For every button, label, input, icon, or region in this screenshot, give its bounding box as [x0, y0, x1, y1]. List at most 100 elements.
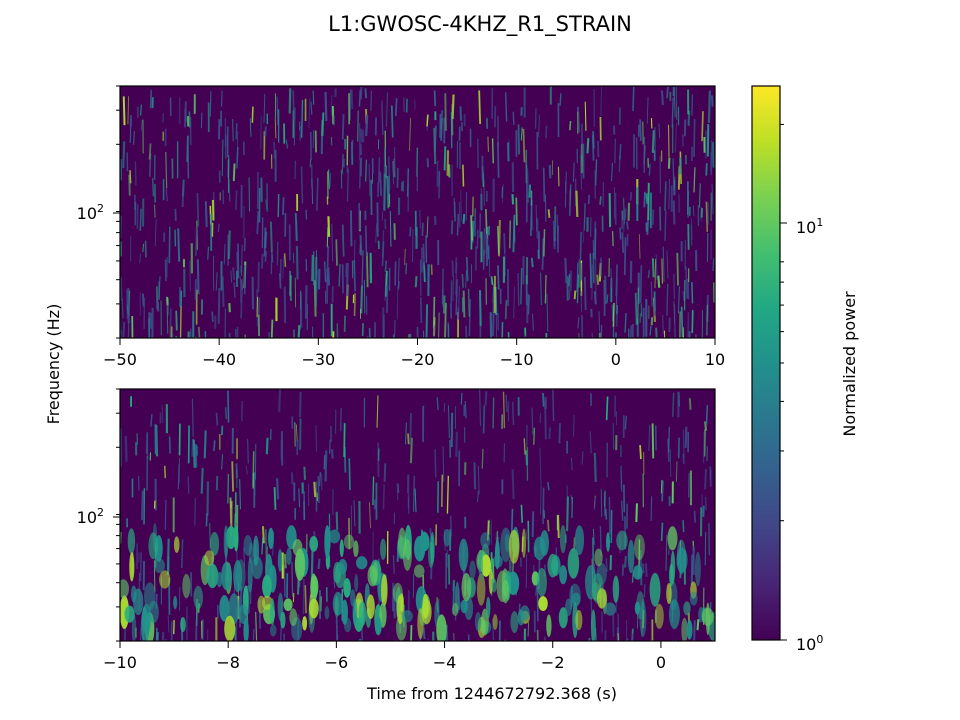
top-spectrogram-streak: [359, 128, 363, 143]
bottom-spectrogram-streak: [492, 397, 495, 429]
top-spectrogram-streak: [492, 300, 495, 337]
bottom-spectrogram-streak: [317, 558, 321, 570]
top-x-tick-label: −20: [401, 350, 435, 369]
bottom-spectrogram-blob: [670, 550, 676, 585]
bottom-spectrogram-blob: [283, 598, 293, 612]
top-spectrogram-streak: [166, 303, 169, 334]
top-spectrogram-streak: [646, 97, 649, 124]
bottom-spectrogram-blob: [148, 532, 159, 560]
bottom-spectrogram-streak: [604, 630, 607, 641]
top-spectrogram-streak: [666, 283, 669, 316]
top-spectrogram-streak: [121, 298, 124, 319]
bottom-spectrogram-streak: [661, 480, 664, 502]
top-spectrogram-streak: [677, 286, 680, 314]
bottom-spectrogram-streak: [213, 440, 216, 452]
bottom-spectrogram-blob: [353, 540, 359, 558]
top-spectrogram-streak: [705, 163, 708, 176]
top-spectrogram-streak: [181, 184, 185, 208]
bottom-spectrogram-streak: [324, 450, 328, 482]
bottom-spectrogram-streak: [283, 565, 286, 598]
top-spectrogram-streak: [688, 331, 691, 338]
bottom-spectrogram-blob: [338, 558, 348, 575]
top-spectrogram-streak: [195, 229, 198, 256]
top-spectrogram-streak: [426, 216, 429, 238]
top-spectrogram-streak: [281, 197, 285, 216]
bottom-spectrogram-streak: [221, 454, 224, 470]
top-spectrogram-streak: [323, 261, 327, 283]
top-spectrogram-streak: [497, 142, 500, 178]
bottom-spectrogram: [120, 389, 715, 641]
top-spectrogram-streak: [638, 234, 641, 259]
top-spectrogram-streak: [120, 215, 123, 239]
top-spectrogram-streak: [396, 286, 399, 320]
top-spectrogram-streak: [705, 201, 709, 232]
top-spectrogram-streak: [419, 297, 423, 324]
top-spectrogram-streak: [470, 215, 474, 241]
top-spectrogram-streak: [197, 326, 201, 338]
bottom-spectrogram-blob: [343, 578, 351, 598]
top-spectrogram-streak: [264, 126, 267, 136]
top-y-minor-ticks: [116, 85, 120, 339]
top-spectrogram-streak: [128, 174, 131, 196]
top-spectrogram-streak: [364, 225, 368, 257]
top-spectrogram-streak: [619, 227, 622, 240]
top-spectrogram-streak: [626, 221, 629, 230]
top-spectrogram-streak: [440, 110, 444, 129]
bottom-spectrogram-blob: [124, 605, 135, 623]
top-spectrogram-streak: [455, 279, 458, 316]
top-spectrogram-streak: [540, 272, 542, 306]
top-spectrogram-streak: [583, 276, 587, 311]
bottom-spectrogram-blob: [536, 567, 547, 597]
top-spectrogram-streak: [409, 117, 411, 151]
top-spectrogram-streak: [331, 223, 334, 261]
bottom-spectrogram-blob: [559, 525, 567, 554]
bottom-spectrogram-blob: [180, 617, 186, 633]
bottom-spectrogram-blob: [226, 525, 236, 550]
top-spectrogram-streak: [341, 114, 345, 140]
bottom-spectrogram-blob: [366, 594, 375, 619]
top-spectrogram-streak: [394, 98, 398, 117]
bottom-spectrogram-streak: [205, 512, 208, 527]
top-spectrogram-streak: [455, 262, 458, 296]
bottom-spectrogram-streak: [335, 511, 339, 531]
bottom-spectrogram-blob: [148, 600, 159, 624]
bottom-spectrogram-streak: [141, 490, 144, 521]
top-spectrogram-streak: [526, 168, 529, 203]
bottom-spectrogram-streak: [581, 451, 584, 465]
top-spectrogram-streak: [179, 306, 182, 338]
top-spectrogram-streak: [309, 159, 311, 168]
bottom-spectrogram-blob: [649, 572, 661, 607]
top-spectrogram-streak: [345, 262, 349, 297]
top-spectrogram-streak: [422, 262, 426, 283]
top-spectrogram-streak: [304, 285, 308, 319]
top-spectrogram-streak: [676, 252, 679, 286]
bottom-spectrogram-blob: [269, 624, 277, 637]
bottom-spectrogram-streak: [298, 488, 301, 508]
top-spectrogram-streak: [389, 211, 392, 247]
bottom-spectrogram-streak: [527, 622, 530, 637]
top-spectrogram-streak: [682, 327, 685, 338]
top-spectrogram-streak: [359, 235, 363, 256]
top-spectrogram-streak: [141, 293, 145, 307]
bottom-spectrogram-streak: [455, 431, 458, 457]
top-spectrogram-streak: [122, 141, 126, 169]
top-spectrogram-streak: [209, 91, 212, 117]
bottom-spectrogram-streak: [704, 421, 708, 431]
bottom-spectrogram-blob: [538, 596, 548, 612]
bottom-spectrogram-streak: [405, 422, 407, 445]
top-spectrogram-streak: [531, 205, 534, 230]
top-spectrogram-streak: [404, 248, 406, 265]
top-spectrogram-streak: [623, 237, 627, 276]
bottom-spectrogram-streak: [215, 412, 219, 426]
top-spectrogram-streak: [624, 208, 627, 220]
top-spectrogram-streak: [615, 305, 618, 327]
top-spectrogram-streak: [564, 171, 567, 208]
top-spectrogram-streak: [604, 275, 607, 304]
top-spectrogram-streak: [120, 277, 123, 301]
bottom-spectrogram-blob: [452, 602, 459, 616]
top-x-tick-label: −30: [301, 350, 335, 369]
top-spectrogram-streak: [310, 101, 313, 115]
top-spectrogram-streak: [650, 281, 653, 307]
colorbar-tick-label-10: 101: [796, 216, 823, 237]
top-spectrogram-streak: [228, 178, 231, 202]
